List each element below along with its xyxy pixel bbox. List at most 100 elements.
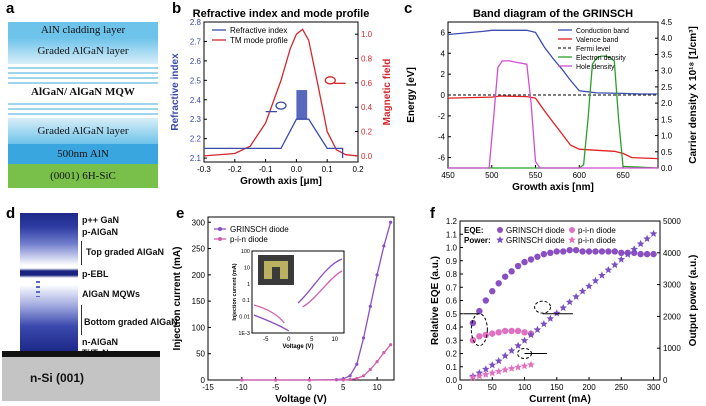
panel-f-label: f	[430, 205, 435, 222]
y2-tick-label: 0.4	[361, 103, 373, 112]
eqe-point	[637, 250, 644, 258]
power-point	[546, 314, 555, 322]
y-tick-label: 4	[441, 49, 446, 58]
power-annotation-ellipse	[534, 300, 552, 314]
x-tick-label: 250	[615, 383, 629, 392]
eqe-point	[650, 250, 657, 258]
iv-point	[375, 359, 379, 364]
iv-point	[361, 336, 366, 340]
eqe-point	[611, 248, 619, 255]
iv-point	[368, 367, 372, 372]
panel-b: b -0.3 -0.2 -0.1 0.0 0.1 0.2 2.1 2.2 2.3 2.4 2.5 2.…	[168, 0, 398, 200]
x-tick-label: 100	[518, 383, 532, 392]
inset-frame	[251, 250, 345, 334]
y-tick-label: 2.5	[190, 76, 202, 85]
power-point	[488, 369, 497, 377]
power-point	[494, 356, 503, 365]
y2-tick-label: 3.0	[661, 67, 673, 76]
inset-y-tick-label: 100	[241, 249, 250, 255]
ti-tan-contact	[2, 351, 160, 357]
iv-point	[341, 378, 345, 382]
y2-tick-label: 4000	[663, 249, 681, 258]
bracket-top-graded	[81, 241, 82, 265]
y-tick-label: 250	[192, 245, 206, 254]
power-point	[636, 239, 645, 248]
eqe-point	[643, 250, 651, 258]
y2-tick-label: 2000	[663, 312, 681, 321]
layer-graded-algan-bottom: Graded AlGaN layer	[8, 118, 158, 144]
legend-tm: TM mode profile	[230, 36, 288, 45]
y2-tick-label: 2.5	[661, 83, 673, 92]
power-point	[501, 351, 509, 360]
y-tick-label: 1.0	[446, 244, 458, 253]
inset-x-tick-label: 0	[287, 337, 291, 343]
y2-tick-label: 5000	[663, 217, 681, 226]
x-tick-label: 0.1	[322, 165, 334, 174]
chart-title: Band diagram of the GRINSCH	[473, 8, 633, 20]
inset-y-tick-label: 1E-3	[238, 331, 250, 337]
y2-tick-label: 0	[663, 376, 668, 385]
x-tick-label: -5	[272, 383, 280, 392]
legend-power-grinsch: GRINSCH diode	[506, 236, 565, 245]
refractive-index-line	[204, 118, 344, 159]
legend-label-1: Valence band	[576, 37, 618, 44]
x-tick-label: 450	[441, 171, 455, 180]
y-tick-label: 0.1	[446, 363, 458, 372]
power-point	[565, 298, 574, 306]
y2-tick-label: 0.5	[661, 148, 673, 157]
y2-tick-label: 0.6	[361, 79, 373, 88]
y-tick-label: 300	[192, 218, 206, 227]
power-point	[578, 287, 587, 295]
y-tick-label: 0	[441, 91, 446, 100]
device-stack	[20, 213, 78, 351]
band-series-0	[447, 29, 658, 95]
panel-d-label: d	[6, 205, 16, 222]
eqe-point	[592, 248, 599, 255]
eqe-point	[501, 273, 509, 280]
iv-point	[348, 377, 352, 382]
y-tick-label: 0.2	[446, 350, 458, 359]
eqe-point	[566, 246, 573, 254]
label-ti-tan: Ti/TaN	[82, 348, 109, 358]
iv-line-1	[241, 344, 392, 381]
power-point	[611, 260, 619, 269]
power-point	[604, 266, 613, 274]
eqe-point	[495, 280, 502, 287]
tm-mode-line	[203, 28, 359, 157]
x-axis-label: Current (mA)	[529, 394, 591, 405]
label-n-algan: n-AlGaN	[82, 337, 118, 347]
y2-tick-label: 2.0	[661, 99, 673, 108]
eqe-point	[514, 262, 522, 270]
y-tick-label: 0.5	[446, 310, 458, 319]
y2-tick-label: 3.5	[661, 50, 673, 59]
power-point	[514, 341, 522, 349]
layer-aln-cladding: AlN cladding layer	[8, 22, 158, 38]
x-tick-label: 0	[458, 383, 463, 392]
iv-point	[355, 376, 359, 381]
panel-c: c 450 500 550 600 650 -6 -4 -2 0 2 4 6 0.0 0.5 1.0 1.5 2…	[400, 0, 706, 200]
power-point	[469, 373, 477, 381]
y-axis-label: Relative EQE (a.u.)	[430, 256, 441, 345]
y-tick-label: 1.2	[446, 217, 458, 226]
eqe-annotation-ellipse	[470, 313, 488, 347]
y-tick-label: 2.4	[190, 96, 202, 105]
chart-title: Refractive index and mode profile	[193, 8, 370, 20]
power-point	[572, 292, 580, 300]
power-point	[520, 336, 529, 344]
eqe-point	[489, 330, 496, 337]
eqe-point	[482, 297, 490, 304]
y-tick-label: 0.0	[446, 376, 458, 385]
layer-graded-algan-top-label: Graded AlGaN layer	[37, 45, 129, 57]
power-point	[630, 245, 638, 253]
iv-point	[348, 374, 352, 378]
y-tick-label: 2.3	[190, 115, 202, 124]
power-point	[488, 361, 497, 369]
legend-label-2: Fermi level	[576, 46, 611, 53]
eqe-point	[534, 253, 541, 260]
eqe-point	[469, 319, 477, 327]
y2-tick-label: 1.0	[661, 132, 673, 141]
x-tick-label: 0	[307, 383, 312, 392]
legend-eqe-label: EQE:	[464, 226, 484, 235]
y-tick-label: 2.6	[190, 57, 202, 66]
y2-tick-label: 4.5	[661, 18, 673, 27]
